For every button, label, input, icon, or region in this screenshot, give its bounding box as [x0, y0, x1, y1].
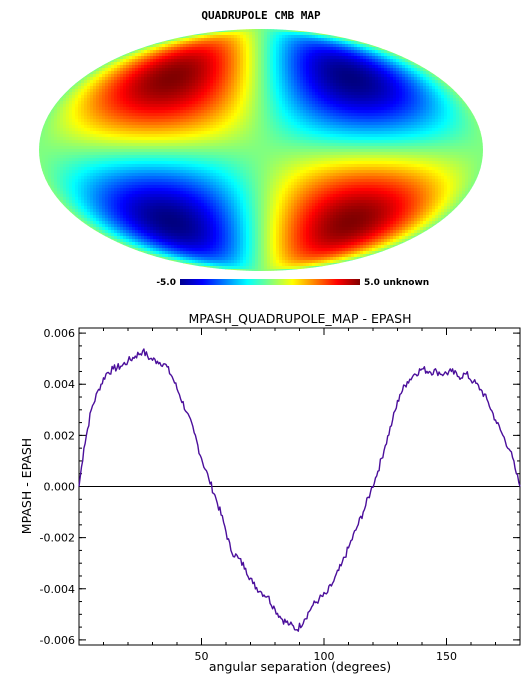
- y-tick-label: -0.006: [40, 634, 75, 647]
- map-title: QUADRUPOLE CMB MAP: [201, 9, 321, 22]
- x-axis-label: angular separation (degrees): [209, 659, 391, 674]
- plot-title: MPASH_QUADRUPOLE_MAP - EPASH: [189, 311, 412, 326]
- y-tick-labels: -0.006 -0.004 -0.002 0.000 0.002 0.004 0.006: [40, 327, 75, 647]
- mollweide-map: [39, 29, 483, 271]
- y-tick-label: 0.006: [44, 327, 76, 340]
- y-tick-label: 0.004: [44, 378, 76, 391]
- x-tick-label: 150: [436, 650, 457, 663]
- x-tick-label: 100: [314, 650, 335, 663]
- series-line: [78, 348, 521, 632]
- y-tick-label: 0.000: [44, 481, 76, 494]
- y-tick-label: 0.002: [44, 429, 76, 442]
- x-tick-labels: 50 100 150: [195, 650, 458, 663]
- colorbar-min-label: -5.0: [156, 278, 176, 288]
- y-tick-label: -0.002: [40, 532, 75, 545]
- x-tick-label: 50: [195, 650, 209, 663]
- colorbar: [180, 279, 360, 285]
- y-axis-label: MPASH - EPASH: [19, 438, 34, 534]
- colorbar-max-label: 5.0 unknown: [364, 278, 429, 288]
- y-tick-label: -0.004: [40, 583, 75, 596]
- series-points: [78, 350, 521, 630]
- axis-ticks: [79, 328, 520, 645]
